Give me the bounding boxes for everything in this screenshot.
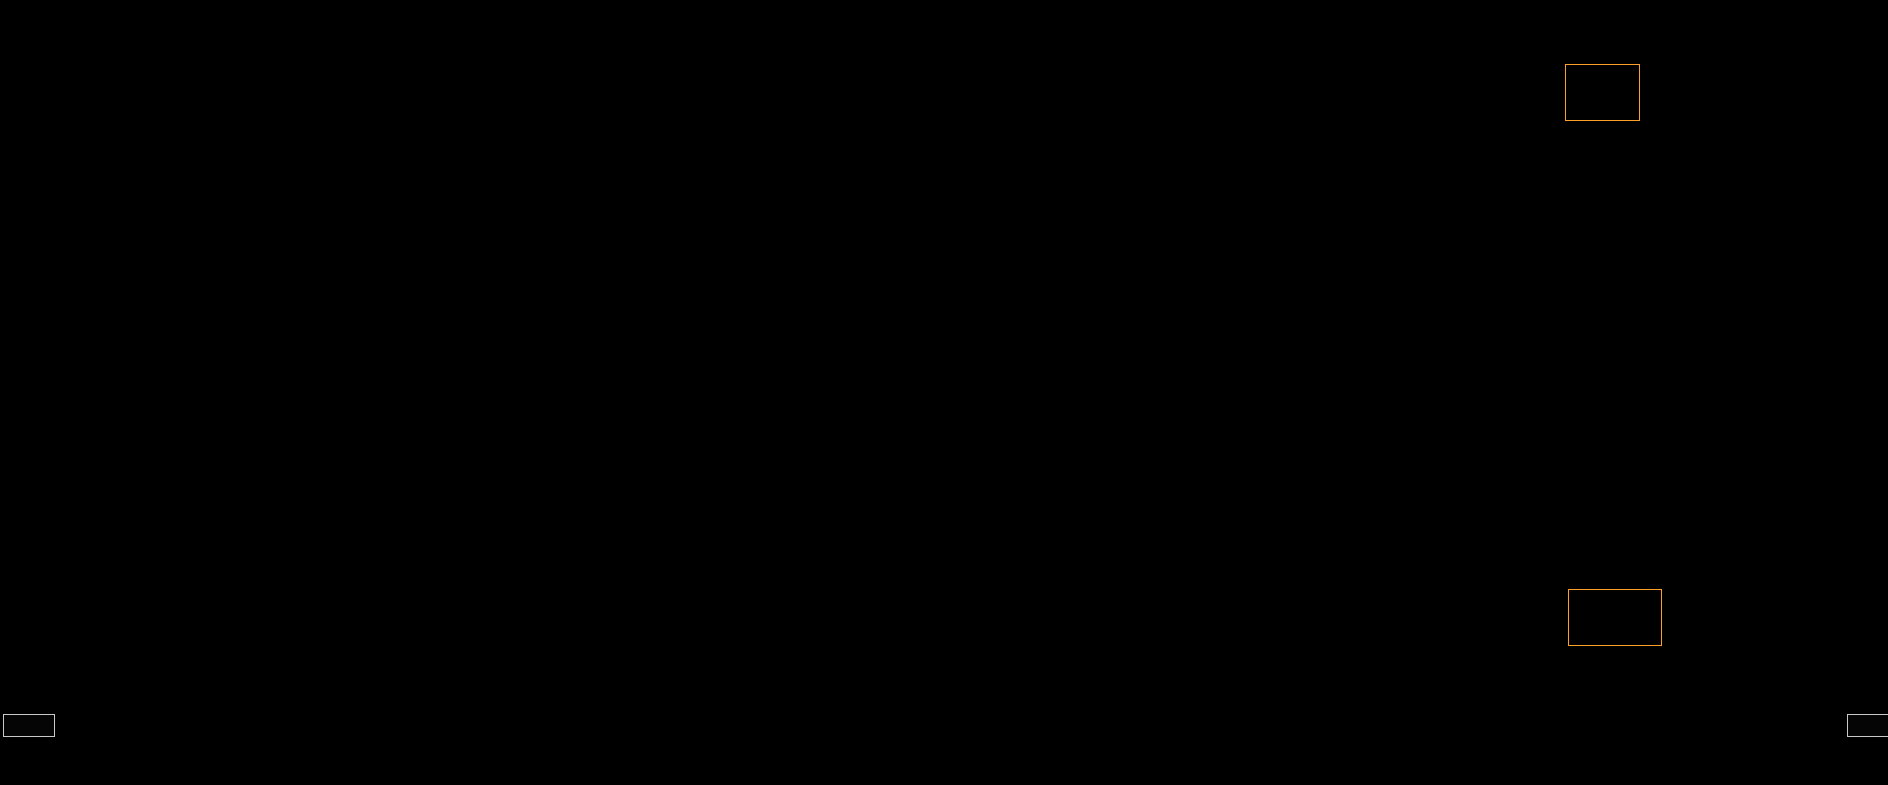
right-axis[interactable] <box>1840 0 1888 742</box>
auto-scale-left-button[interactable] <box>3 714 55 737</box>
sdex-last-price-label <box>1843 0 1888 22</box>
auto-scale-right-button[interactable] <box>1847 714 1888 737</box>
spx-legend[interactable] <box>1565 64 1640 121</box>
left-axis[interactable] <box>0 0 60 742</box>
sdex-legend[interactable] <box>1568 589 1662 646</box>
spx-last-price-label <box>0 0 61 22</box>
x-axis[interactable] <box>0 742 1888 785</box>
